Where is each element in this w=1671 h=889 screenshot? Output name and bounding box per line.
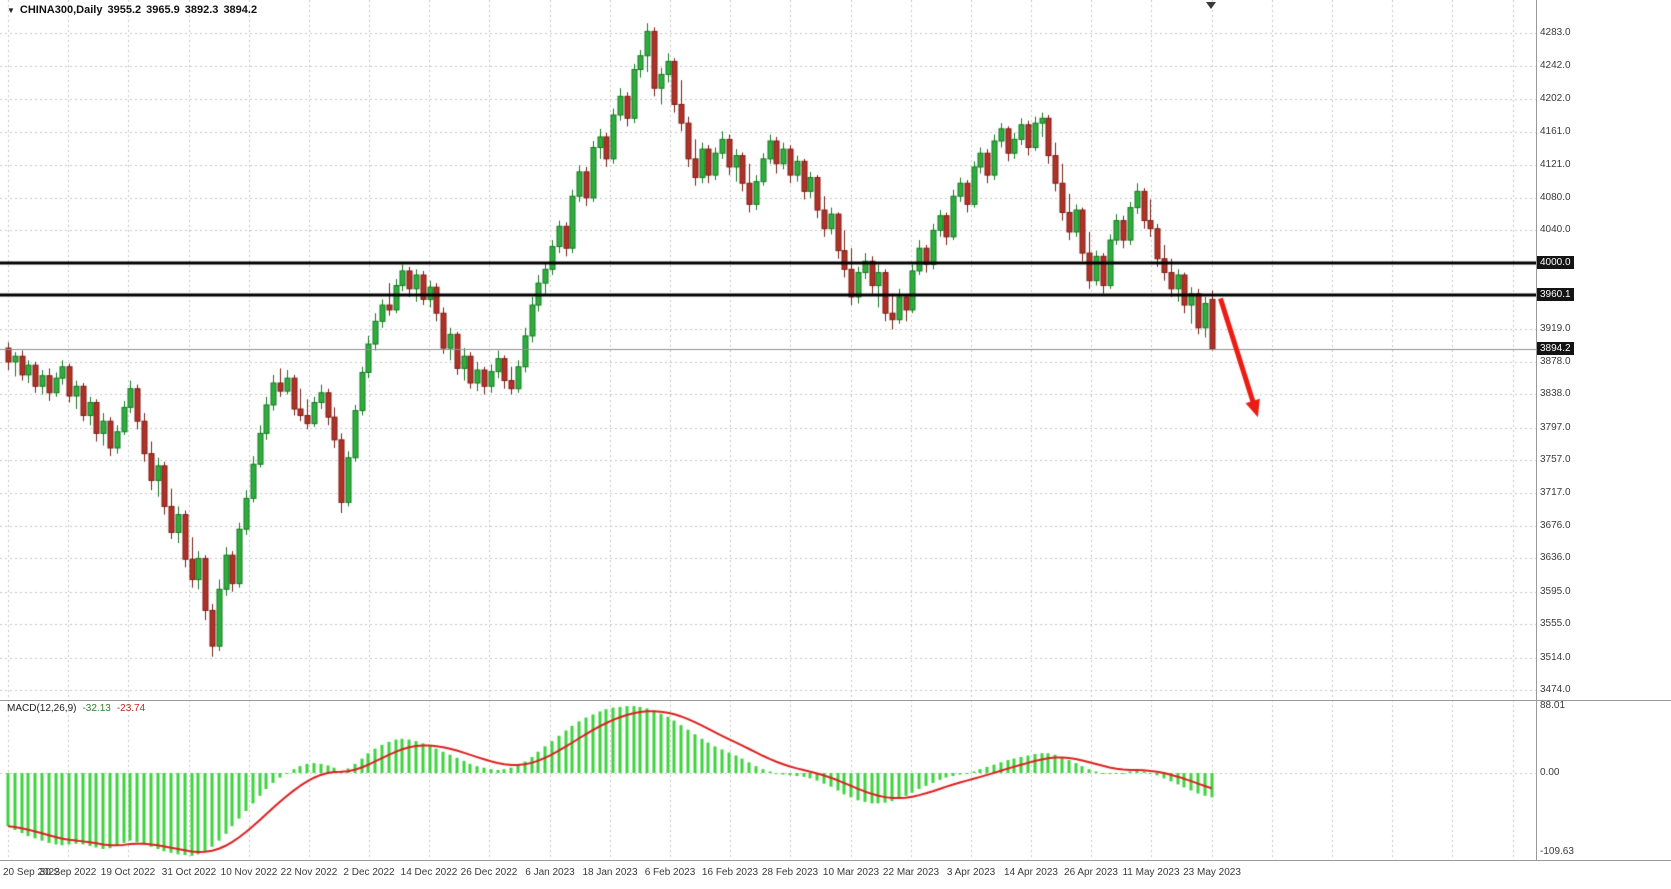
open-value: 3955.2 (107, 4, 142, 16)
date-tick-label: 22 Mar 2023 (882, 867, 940, 878)
low-value: 3892.3 (184, 4, 219, 16)
date-tick-label: 30 Sep 2022 (39, 867, 97, 878)
hline-price-label: 4000.0 (1537, 256, 1574, 269)
macd-axis-label: 88.01 (1540, 700, 1566, 711)
price-tick-label: 3474.0 (1540, 684, 1571, 695)
price-tick-label: 4040.0 (1540, 224, 1571, 235)
price-tick-label: 3636.0 (1540, 552, 1571, 563)
chart-shift-marker-icon[interactable] (1206, 2, 1216, 9)
date-tick-label: 28 Feb 2023 (761, 867, 819, 878)
price-tick-label: 3595.0 (1540, 586, 1571, 597)
price-axis-separator (1536, 0, 1537, 860)
date-tick-label: 22 Nov 2022 (280, 867, 338, 878)
hline-price-label: 3960.1 (1537, 288, 1574, 301)
date-tick-label: 10 Nov 2022 (220, 867, 278, 878)
time-axis[interactable]: 20 Sep 2022 30 Sep 2022 19 Oct 2022 31 Oct … (0, 860, 1671, 889)
price-tick-label: 3555.0 (1540, 618, 1571, 629)
price-tick-label: 4121.0 (1540, 159, 1571, 170)
macd-indicator-canvas[interactable] (0, 700, 1536, 860)
indicator-main-value: -32.13 (82, 703, 111, 714)
date-tick-label: 6 Jan 2023 (525, 867, 575, 878)
price-tick-label: 3514.0 (1540, 652, 1571, 663)
date-tick-label: 16 Feb 2023 (701, 867, 759, 878)
date-tick-label: 31 Oct 2022 (161, 867, 217, 878)
bid-price-label: 3894.2 (1537, 342, 1574, 355)
symbol-period-label: CHINA300,Daily (19, 4, 103, 16)
price-axis[interactable]: 4283.0 4242.0 4202.0 4161.0 4121.0 4080.0 4040… (1536, 0, 1671, 700)
close-value: 3894.2 (223, 4, 258, 16)
high-value: 3965.9 (146, 4, 180, 16)
date-tick-label: 18 Jan 2023 (582, 867, 638, 878)
price-tick-label: 4080.0 (1540, 192, 1571, 203)
date-tick-label: 19 Oct 2022 (100, 867, 156, 878)
price-tick-label: 3717.0 (1540, 487, 1571, 498)
indicator-name: MACD(12,26,9) (7, 703, 77, 714)
indicator-axis[interactable]: 88.01 0.00 -109.63 (1536, 700, 1671, 860)
price-chart-canvas[interactable] (0, 0, 1536, 700)
date-tick-label: 26 Apr 2023 (1064, 867, 1118, 878)
date-tick-label: 10 Mar 2023 (822, 867, 880, 878)
price-tick-label: 4161.0 (1540, 126, 1571, 137)
price-tick-label: 3878.0 (1540, 356, 1571, 367)
date-tick-label: 23 May 2023 (1183, 867, 1241, 878)
price-tick-label: 4283.0 (1540, 27, 1571, 38)
indicator-label: MACD(12,26,9) -32.13 -23.74 (7, 703, 145, 714)
date-tick-label: 26 Dec 2022 (460, 867, 518, 878)
price-tick-label: 3919.0 (1540, 323, 1571, 334)
pane-separator[interactable] (0, 700, 1671, 701)
date-tick-label: 2 Dec 2022 (343, 867, 395, 878)
price-tick-label: 3676.0 (1540, 520, 1571, 531)
date-tick-label: 14 Dec 2022 (400, 867, 458, 878)
date-tick-label: 20 Sep 2022 (3, 867, 60, 878)
indicator-signal-value: -23.74 (116, 703, 146, 714)
time-axis-separator (0, 860, 1671, 861)
symbol-marker-icon: ▼ (7, 5, 15, 15)
price-tick-label: 3838.0 (1540, 388, 1571, 399)
price-tick-label: 3757.0 (1540, 454, 1571, 465)
date-tick-label: 11 May 2023 (1122, 867, 1180, 878)
macd-axis-label: 0.00 (1540, 767, 1560, 778)
price-tick-label: 4202.0 (1540, 93, 1571, 104)
date-tick-label: 14 Apr 2023 (1004, 867, 1058, 878)
price-tick-label: 4242.0 (1540, 60, 1571, 71)
chart-info-line: ▼ CHINA300,Daily 3955.2 3965.9 3892.3 38… (7, 4, 257, 16)
date-tick-label: 6 Feb 2023 (644, 867, 696, 878)
price-tick-label: 3797.0 (1540, 422, 1571, 433)
macd-axis-label: -109.63 (1540, 846, 1574, 857)
date-tick-label: 3 Apr 2023 (946, 867, 996, 878)
